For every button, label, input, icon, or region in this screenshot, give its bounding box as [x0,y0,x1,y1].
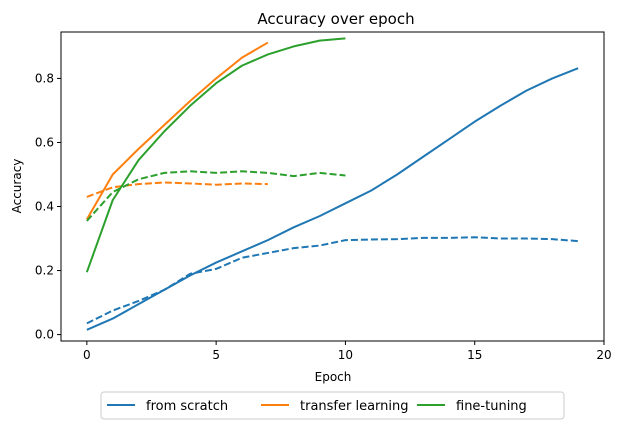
x-tick-label: 10 [338,348,353,362]
y-tick-label: 0.6 [35,135,54,149]
series-line-3-dashed [86,181,268,198]
x-axis-label: Epoch [315,370,352,384]
series-line-5-dashed [86,170,346,222]
y-tick-label: 0.0 [35,328,54,342]
legend-label-transfer-learning: transfer learning [300,399,409,414]
x-tick-label: 20 [596,348,611,362]
legend-label-fine-tuning: fine-tuning [456,399,527,414]
y-tick-label: 0.2 [35,264,54,278]
plot-area-frame [60,31,605,342]
y-tick-label: 0.8 [35,71,54,85]
y-axis-ticks: 0.0 0.2 0.4 0.6 0.8 [35,71,61,342]
chart-title: Accuracy over epoch [257,10,414,28]
series-line-1-dashed [86,236,579,325]
x-tick-label: 15 [467,348,482,362]
legend-label-from-scratch: from scratch [146,399,228,414]
y-tick-label: 0.4 [35,200,54,214]
series-line-2-solid [85,41,269,220]
series-layer [85,37,579,331]
y-axis-label: Accuracy [10,159,24,214]
x-axis-ticks: 0 5 10 15 20 [83,341,612,362]
series-line-0-solid [86,67,579,331]
x-tick-label: 5 [212,348,220,362]
legend-frame [100,391,565,420]
series-line-4-solid [85,37,346,273]
chart-legend: from scratch transfer learning fine-tuni… [100,391,565,420]
x-tick-label: 0 [83,348,91,362]
